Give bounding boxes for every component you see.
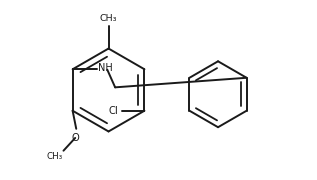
Text: Cl: Cl	[108, 106, 118, 116]
Text: O: O	[72, 133, 80, 143]
Text: CH₃: CH₃	[100, 14, 117, 23]
Text: NH: NH	[98, 63, 113, 73]
Text: CH₃: CH₃	[46, 152, 62, 161]
